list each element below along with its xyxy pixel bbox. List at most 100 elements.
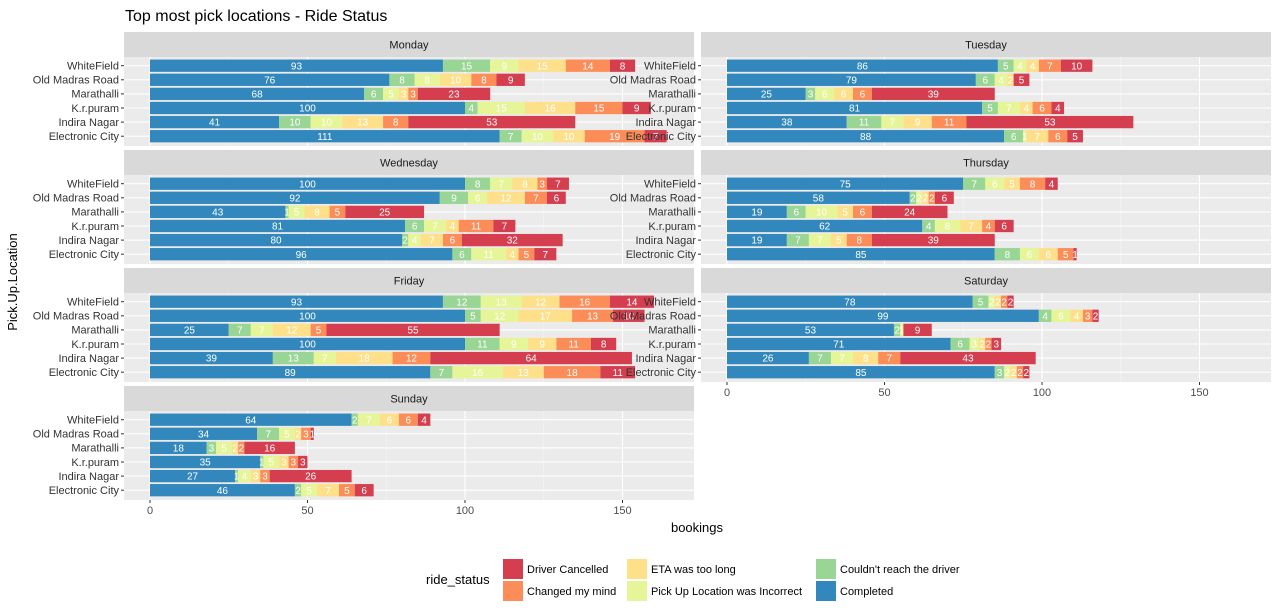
- bar-segment-changed-my-mind: [853, 87, 872, 101]
- bar-segment-pick-up-location-was-incorrect: [521, 130, 554, 143]
- bar-segment-pick-up-location-was-incorrect: [310, 115, 343, 129]
- bar-segment-label: 16: [472, 368, 484, 379]
- bar-segment-changed-my-mind: [458, 219, 494, 233]
- bar-segment-changed-my-mind: [1048, 130, 1068, 143]
- facet-strip: [124, 386, 694, 411]
- bar-segment-label: 5: [987, 104, 993, 115]
- bar-segment-label: 5: [1003, 61, 1009, 72]
- bar-segment-changed-my-mind: [329, 205, 346, 219]
- bar-segment-couldn-t-reach-the-driver: [994, 366, 1005, 379]
- facet-strip: [701, 150, 1271, 175]
- bar-segment-label: 76: [264, 75, 276, 86]
- bar-segment-completed: [727, 130, 1005, 143]
- legend-label: Pick Up Location was Incorrect: [651, 586, 802, 598]
- bar-segment-driver-cancelled: [644, 130, 667, 143]
- bar-segment-label: 4: [421, 415, 427, 426]
- legend-label: Driver Cancelled: [527, 564, 608, 576]
- x-tick-label: 50: [301, 505, 313, 517]
- bar-segment-label: 6: [860, 208, 866, 219]
- bar-segment-couldn-t-reach-the-driver: [465, 177, 491, 190]
- bar-segment-driver-cancelled: [994, 219, 1014, 233]
- bar-segment-label: 3: [997, 368, 1003, 379]
- bar-segment-label: 4: [1074, 311, 1080, 322]
- y-tick-label: Electronic City: [626, 131, 697, 143]
- bar-segment-couldn-t-reach-the-driver: [808, 351, 831, 365]
- bar-segment-label: 9: [451, 193, 457, 204]
- bar-segment-driver-cancelled: [1013, 73, 1030, 86]
- y-tick-label: K.r.puram: [71, 103, 119, 115]
- bar-segment-eta-was-too-long: [502, 366, 544, 379]
- bar-segment-couldn-t-reach-the-driver: [465, 101, 478, 115]
- bar-segment-pick-up-location-was-incorrect: [288, 205, 305, 219]
- bar-segment-label: 39: [928, 90, 940, 101]
- bar-segment-eta-was-too-long: [279, 455, 289, 469]
- bar-segment-label: 6: [554, 193, 560, 204]
- bar-segment-driver-cancelled: [269, 469, 352, 483]
- bar-segment-label: 2: [916, 193, 922, 204]
- bar-segment-label: 8: [314, 208, 320, 219]
- bar-segment-label: 1: [1022, 132, 1028, 143]
- bar-segment-completed: [727, 219, 923, 233]
- bar-segment-eta-was-too-long: [335, 351, 393, 365]
- bar-segment-label: 4: [998, 75, 1004, 86]
- y-tick-label: Old Madras Road: [610, 75, 696, 87]
- bar-segment-eta-was-too-long: [505, 248, 519, 261]
- y-tick-label: Old Madras Road: [610, 311, 696, 323]
- bar-segment-label: 1: [234, 472, 240, 483]
- bar-segment-completed: [150, 115, 280, 129]
- bar-segment-label: 100: [299, 179, 316, 190]
- y-tick-label: Indira Nagar: [58, 353, 119, 365]
- bar-segment-label: 9: [511, 340, 517, 351]
- bar-segment-couldn-t-reach-the-driver: [442, 295, 481, 308]
- bar-segment-eta-was-too-long: [1038, 248, 1058, 261]
- y-tick-label: Electronic City: [626, 367, 697, 379]
- bar-segment-changed-my-mind: [565, 59, 610, 72]
- bar-segment-couldn-t-reach-the-driver: [909, 191, 916, 204]
- bar-segment-changed-my-mind: [559, 295, 610, 308]
- legend-item-completed: Completed: [816, 581, 893, 601]
- y-tick-label: Marathalli: [648, 89, 696, 101]
- y-tick-label: Electronic City: [49, 249, 120, 261]
- bar-segment-couldn-t-reach-the-driver: [893, 323, 901, 337]
- bar-segment-label: 53: [1044, 118, 1056, 129]
- bar-segment-label: 2: [232, 444, 238, 455]
- facet-strip-label: Sunday: [390, 394, 428, 406]
- bar-segment-label: 85: [855, 250, 867, 261]
- bar-segment-driver-cancelled: [609, 59, 636, 72]
- bar-segment-label: 25: [379, 208, 391, 219]
- legend-swatch: [816, 581, 836, 601]
- bar-segment-driver-cancelled: [298, 455, 308, 469]
- y-tick-label: Electronic City: [626, 249, 697, 261]
- bar-segment-changed-my-mind: [846, 233, 872, 247]
- bar-segment-eta-was-too-long: [1010, 366, 1017, 379]
- bar-segment-pick-up-location-was-incorrect: [1013, 59, 1027, 72]
- bar-segment-completed: [150, 427, 258, 440]
- bar-segment-completed: [727, 87, 806, 101]
- bar-segment-label: 6: [942, 193, 948, 204]
- bar-segment-label: 88: [860, 132, 872, 143]
- bar-segment-label: 4: [1042, 311, 1048, 322]
- bar-segment-changed-my-mind: [931, 115, 967, 129]
- y-tick-label: Old Madras Road: [33, 429, 119, 441]
- x-tick-label: 0: [724, 387, 730, 399]
- bar-segment-couldn-t-reach-the-driver: [405, 219, 425, 233]
- bar-segment-couldn-t-reach-the-driver: [285, 205, 289, 219]
- bar-segment-driver-cancelled: [609, 295, 654, 308]
- bar-segment-label: 12: [456, 297, 468, 308]
- bar-segment-completed: [150, 177, 465, 190]
- bar-segment-label: 8: [393, 118, 399, 129]
- bar-segment-pick-up-location-was-incorrect: [881, 115, 904, 129]
- bar-segment-driver-cancelled: [613, 309, 645, 322]
- bar-segment-label: 1: [1072, 250, 1078, 261]
- bar-segment-couldn-t-reach-the-driver: [972, 295, 989, 308]
- bar-segment-eta-was-too-long: [1070, 309, 1083, 322]
- bar-segment-label: 4: [926, 222, 932, 233]
- bar-segment-label: 7: [508, 132, 514, 143]
- y-tick-label: WhiteField: [67, 297, 119, 309]
- bar-segment-couldn-t-reach-the-driver: [260, 455, 264, 469]
- bar-segment-eta-was-too-long: [518, 309, 573, 322]
- bar-segment-couldn-t-reach-the-driver: [430, 366, 453, 379]
- bar-segment-eta-was-too-long: [853, 351, 879, 365]
- bar-segment-label: 5: [1072, 132, 1078, 143]
